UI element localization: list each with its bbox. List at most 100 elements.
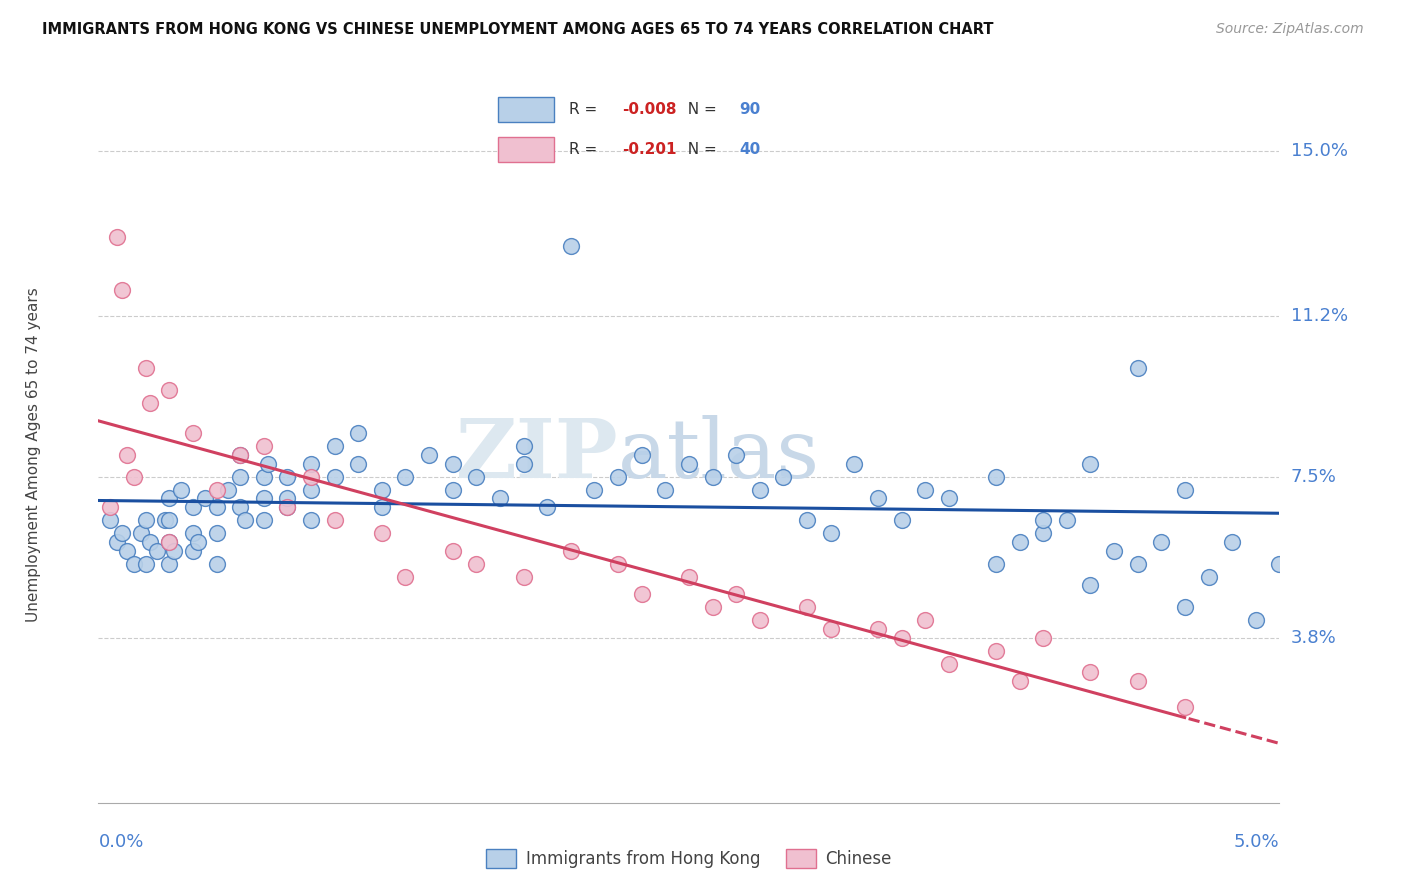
Point bbox=[1126, 674, 1149, 689]
Point bbox=[441, 483, 464, 497]
Point bbox=[465, 557, 488, 571]
Point bbox=[139, 535, 162, 549]
Point bbox=[253, 513, 276, 527]
Point bbox=[1032, 631, 1054, 645]
Text: 40: 40 bbox=[740, 143, 761, 157]
Point bbox=[371, 526, 394, 541]
Point bbox=[157, 535, 180, 549]
Point bbox=[205, 557, 228, 571]
Text: 11.2%: 11.2% bbox=[1291, 307, 1348, 325]
Point bbox=[512, 457, 534, 471]
Point bbox=[394, 469, 416, 483]
Point bbox=[630, 587, 652, 601]
Point bbox=[181, 543, 204, 558]
Point bbox=[984, 557, 1007, 571]
Point bbox=[512, 570, 534, 584]
Point bbox=[465, 469, 488, 483]
Text: 7.5%: 7.5% bbox=[1291, 467, 1337, 485]
Point bbox=[725, 587, 748, 601]
Point bbox=[1032, 526, 1054, 541]
Point bbox=[229, 448, 252, 462]
Text: R =: R = bbox=[569, 143, 603, 157]
Point bbox=[299, 483, 322, 497]
Point bbox=[984, 469, 1007, 483]
Point bbox=[1102, 543, 1125, 558]
Point bbox=[229, 469, 252, 483]
Point bbox=[157, 535, 180, 549]
Point bbox=[299, 469, 322, 483]
Point bbox=[560, 543, 582, 558]
Point bbox=[257, 457, 280, 471]
Point bbox=[276, 469, 298, 483]
Text: ZIP: ZIP bbox=[456, 415, 619, 495]
Point bbox=[181, 426, 204, 441]
Text: atlas: atlas bbox=[619, 415, 820, 495]
Point bbox=[1032, 513, 1054, 527]
Text: 0.0%: 0.0% bbox=[98, 833, 143, 851]
Point bbox=[135, 513, 157, 527]
Point bbox=[678, 570, 700, 584]
Point bbox=[820, 622, 842, 636]
Point bbox=[914, 483, 936, 497]
Point bbox=[441, 543, 464, 558]
Point bbox=[299, 513, 322, 527]
Point bbox=[115, 543, 138, 558]
Text: 15.0%: 15.0% bbox=[1291, 142, 1347, 160]
FancyBboxPatch shape bbox=[498, 97, 554, 122]
Point bbox=[157, 491, 180, 506]
Point bbox=[194, 491, 217, 506]
Point bbox=[1126, 360, 1149, 375]
Point bbox=[129, 526, 152, 541]
Point bbox=[229, 448, 252, 462]
Point bbox=[702, 469, 724, 483]
Point bbox=[111, 283, 134, 297]
Point bbox=[748, 483, 770, 497]
Point bbox=[157, 383, 180, 397]
Text: N =: N = bbox=[678, 143, 721, 157]
Point bbox=[233, 513, 256, 527]
Point bbox=[654, 483, 676, 497]
Point bbox=[122, 469, 145, 483]
Point bbox=[1080, 665, 1102, 680]
Point bbox=[702, 600, 724, 615]
Text: 90: 90 bbox=[740, 103, 761, 117]
Point bbox=[157, 557, 180, 571]
Point bbox=[1174, 700, 1197, 714]
Point bbox=[181, 500, 204, 514]
Point bbox=[844, 457, 866, 471]
Point bbox=[748, 613, 770, 627]
Point bbox=[229, 500, 252, 514]
Point bbox=[323, 469, 346, 483]
Point bbox=[135, 557, 157, 571]
Point bbox=[205, 500, 228, 514]
Point bbox=[122, 557, 145, 571]
Point bbox=[323, 513, 346, 527]
Point bbox=[938, 491, 960, 506]
Point bbox=[984, 643, 1007, 657]
Text: N =: N = bbox=[678, 103, 721, 117]
Point bbox=[170, 483, 193, 497]
Point bbox=[938, 657, 960, 671]
Point bbox=[347, 426, 370, 441]
Point bbox=[157, 513, 180, 527]
Point bbox=[725, 448, 748, 462]
Point bbox=[371, 483, 394, 497]
Point bbox=[914, 613, 936, 627]
Point bbox=[796, 513, 818, 527]
Point bbox=[205, 526, 228, 541]
Point bbox=[139, 396, 162, 410]
Point bbox=[253, 439, 276, 453]
Point bbox=[105, 230, 128, 244]
Point bbox=[678, 457, 700, 471]
Point bbox=[163, 543, 186, 558]
Point bbox=[181, 526, 204, 541]
Point bbox=[115, 448, 138, 462]
Legend: Immigrants from Hong Kong, Chinese: Immigrants from Hong Kong, Chinese bbox=[479, 842, 898, 874]
Point bbox=[371, 500, 394, 514]
Point bbox=[536, 500, 558, 514]
Point bbox=[276, 500, 298, 514]
Point bbox=[796, 600, 818, 615]
Point bbox=[98, 500, 121, 514]
Point bbox=[253, 491, 276, 506]
FancyBboxPatch shape bbox=[498, 137, 554, 162]
